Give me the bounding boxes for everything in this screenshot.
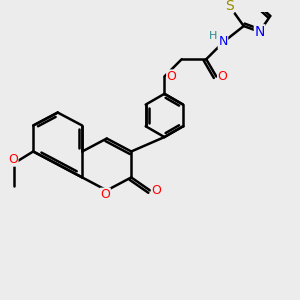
Text: O: O <box>218 70 228 83</box>
Text: O: O <box>100 188 110 201</box>
Text: N: N <box>218 35 228 48</box>
Text: O: O <box>167 70 177 83</box>
Text: S: S <box>225 0 234 13</box>
Text: O: O <box>152 184 161 197</box>
Text: H: H <box>209 31 217 40</box>
Text: N: N <box>254 25 265 39</box>
Text: O: O <box>8 153 18 166</box>
Text: O: O <box>218 70 228 83</box>
